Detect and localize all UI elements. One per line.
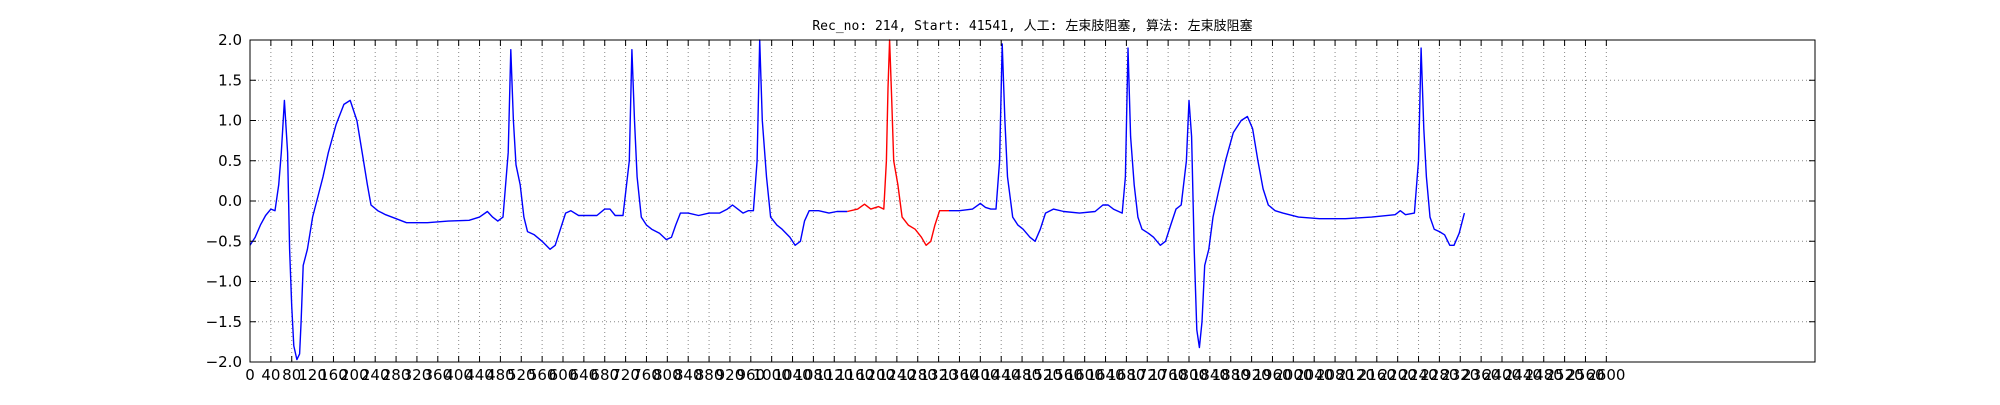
series-lines [249,39,1466,361]
x-tick-label: 1840 [1191,366,1229,384]
y-tick-label: −1.5 [206,313,242,331]
x-tick-label: 1000 [753,366,791,384]
x-tick-label: 440 [465,366,494,384]
x-tick-label: 520 [507,366,536,384]
x-tick-label: 1720 [1128,366,1166,384]
x-tick-label: 2520 [1546,366,1584,384]
x-tick-label: 1560 [1045,366,1083,384]
x-tick-label: 1040 [773,366,811,384]
x-tick-label: 560 [528,366,557,384]
x-tick-label: 200 [340,366,369,384]
x-tick-label: 2120 [1337,366,1375,384]
x-tick-label: 1880 [1212,366,1250,384]
x-tick-label: 1200 [857,366,895,384]
plot-frame [249,39,1816,363]
grid-lines [250,40,1815,362]
x-tick-label: 1520 [1024,366,1062,384]
x-tick-label: 1160 [836,366,874,384]
x-tick-label: 2000 [1274,366,1312,384]
x-tick-label: 880 [695,366,724,384]
y-tick-label: 0.0 [218,192,242,210]
x-tick-label: 1600 [1066,366,1104,384]
y-tick-label: −1.0 [206,273,242,291]
x-tick-label: 920 [716,366,745,384]
x-tick-label: 0 [245,366,255,384]
x-tick-label: 2400 [1483,366,1521,384]
x-tick-label: 320 [403,366,432,384]
x-tick-label: 240 [361,366,390,384]
y-tick-label: −2.0 [206,353,242,371]
x-tick-label: 120 [298,366,327,384]
x-tick-label: 1080 [794,366,832,384]
y-axis-ticks: 2.0 1.5 1.0 0.5 0.0 −0.5 −1.0 −1.5 −2.0 [206,31,1815,371]
x-tick-label: 1640 [1086,366,1124,384]
x-tick-label: 2160 [1358,366,1396,384]
x-tick-label: 2600 [1587,366,1625,384]
x-tick-label: 40 [261,366,280,384]
x-tick-label: 400 [444,366,473,384]
x-tick-label: 720 [611,366,640,384]
x-tick-label: 1320 [920,366,958,384]
x-tick-label: 1280 [899,366,937,384]
x-tick-label: 2200 [1379,366,1417,384]
x-tick-label: 1240 [878,366,916,384]
ecg-trace [949,43,1466,349]
chart-title: Rec_no: 214, Start: 41541, 人工: 左束肢阻塞, 算法… [812,18,1252,34]
x-tick-label: 680 [590,366,619,384]
x-tick-label: 2560 [1566,366,1604,384]
x-tick-label: 2240 [1399,366,1437,384]
x-tick-label: 2480 [1525,366,1563,384]
x-tick-label: 160 [319,366,348,384]
x-tick-label: 2280 [1420,366,1458,384]
x-tick-label: 1960 [1253,366,1291,384]
x-tick-label: 360 [423,366,452,384]
y-tick-label: 0.5 [218,152,242,170]
x-tick-label: 1440 [982,366,1020,384]
x-tick-label: 800 [653,366,682,384]
x-tick-label: 1680 [1107,366,1145,384]
x-tick-label: 1360 [940,366,978,384]
x-tick-label: 80 [282,366,301,384]
x-tick-label: 2360 [1462,366,1500,384]
x-tick-label: 760 [632,366,661,384]
ecg-trace [249,39,848,361]
x-tick-label: 1480 [1003,366,1041,384]
x-tick-label: 2080 [1316,366,1354,384]
x-tick-label: 2040 [1295,366,1333,384]
y-tick-label: 1.0 [218,112,242,130]
x-tick-label: 840 [674,366,703,384]
x-tick-label: 960 [736,366,765,384]
y-tick-label: 2.0 [218,31,242,49]
x-tick-label: 1800 [1170,366,1208,384]
x-tick-label: 480 [486,366,515,384]
y-tick-label: −0.5 [206,232,242,250]
y-tick-label: 1.5 [218,71,242,89]
x-axis-ticks: 0 40 8012016020024028032036040044048052056… [245,40,1625,384]
ecg-trace-highlighted [847,39,949,246]
x-tick-label: 2440 [1504,366,1542,384]
x-tick-label: 640 [570,366,599,384]
x-tick-label: 2320 [1441,366,1479,384]
x-tick-label: 1120 [815,366,853,384]
x-tick-label: 280 [382,366,411,384]
x-tick-label: 1400 [961,366,999,384]
x-tick-label: 1920 [1233,366,1271,384]
x-tick-label: 1760 [1149,366,1187,384]
x-tick-label: 600 [549,366,578,384]
